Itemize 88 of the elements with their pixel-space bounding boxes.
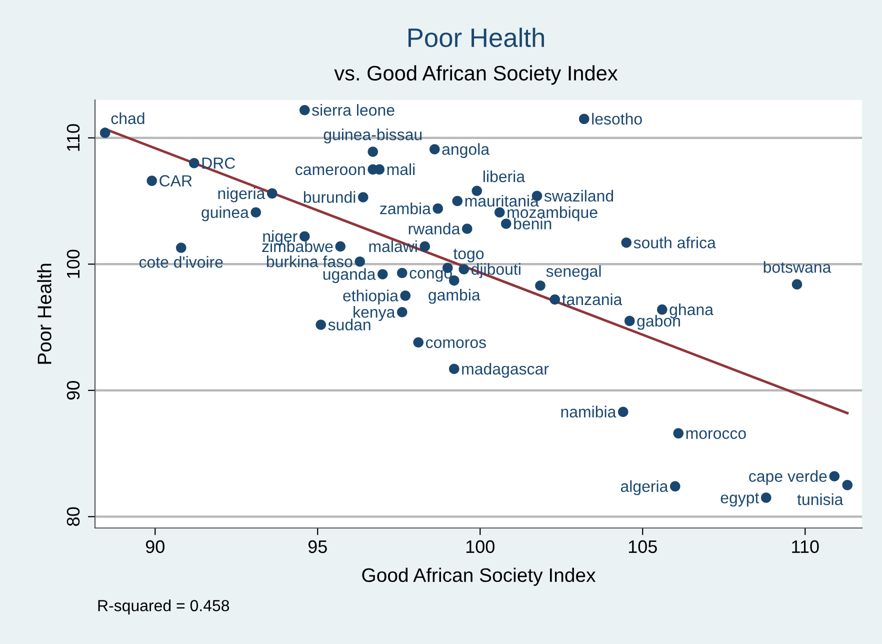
point bbox=[299, 104, 310, 116]
point bbox=[377, 269, 388, 280]
annotation: guinea bbox=[202, 206, 249, 222]
annotation: tanzania bbox=[562, 293, 622, 306]
annotation: morocco bbox=[686, 430, 746, 439]
point bbox=[396, 268, 408, 278]
point bbox=[829, 471, 840, 482]
point bbox=[420, 241, 430, 252]
x-axis-title: Good African Society Index bbox=[362, 568, 596, 586]
x-tick-label: 90 bbox=[146, 540, 164, 554]
point bbox=[535, 280, 546, 291]
point bbox=[250, 207, 262, 218]
annotation: burkina faso bbox=[266, 256, 352, 268]
point bbox=[358, 192, 368, 202]
point bbox=[176, 242, 186, 253]
annotation: swaziland bbox=[544, 190, 614, 202]
point bbox=[354, 256, 366, 267]
annotation: tunisia bbox=[797, 493, 844, 506]
point bbox=[396, 306, 408, 318]
point bbox=[432, 203, 444, 214]
point bbox=[146, 176, 158, 186]
y-tick-label: 90 bbox=[66, 381, 80, 400]
annotation: kenya bbox=[354, 306, 396, 321]
annotation: egypt bbox=[720, 492, 760, 507]
point bbox=[624, 316, 635, 326]
annotation: rwanda bbox=[408, 222, 460, 234]
point bbox=[621, 238, 632, 248]
annotation: madagascar bbox=[462, 362, 549, 378]
point bbox=[400, 290, 411, 301]
y-tick-label: 110 bbox=[66, 124, 80, 151]
annotation: cote d'ivoire bbox=[139, 256, 223, 268]
point bbox=[670, 481, 680, 492]
annotation: uganda bbox=[323, 268, 376, 284]
annotation: liberia bbox=[484, 170, 526, 182]
annotation: sudan bbox=[328, 318, 370, 330]
point bbox=[462, 224, 472, 234]
point bbox=[368, 146, 378, 157]
point bbox=[842, 480, 853, 490]
annotation: mali bbox=[387, 163, 415, 176]
x-tick-label: 100 bbox=[466, 540, 494, 554]
point bbox=[452, 196, 463, 206]
point bbox=[266, 188, 278, 199]
annotation: ethiopia bbox=[343, 290, 398, 305]
annotation: cameroon bbox=[296, 166, 365, 176]
point bbox=[335, 241, 346, 252]
text: R-squared = 0.458 bbox=[98, 600, 230, 614]
annotation: CAR bbox=[160, 175, 192, 186]
point bbox=[448, 364, 460, 374]
annotation: togo bbox=[453, 248, 484, 262]
point bbox=[494, 207, 505, 218]
annotation: comoros bbox=[426, 339, 486, 348]
point bbox=[618, 406, 628, 417]
y-tick-label: 100 bbox=[66, 250, 80, 278]
annotation: lesotho bbox=[592, 112, 642, 125]
annotation: zambia bbox=[380, 202, 431, 214]
annotation: chad bbox=[111, 112, 144, 124]
annotation: namibia bbox=[561, 406, 616, 418]
point bbox=[458, 264, 470, 274]
y-axis-title: Poor Health bbox=[37, 264, 52, 364]
chart-subtitle: vs. Good African Society Index bbox=[334, 65, 618, 85]
point bbox=[429, 144, 440, 154]
point bbox=[550, 294, 560, 305]
point bbox=[656, 304, 668, 315]
y-tick-label: 80 bbox=[66, 507, 80, 526]
point bbox=[578, 114, 590, 124]
point bbox=[673, 428, 684, 438]
x-tick-label: 95 bbox=[308, 540, 327, 554]
annotation: burundi bbox=[304, 191, 356, 203]
point bbox=[413, 337, 424, 348]
annotation: cape verde bbox=[749, 470, 827, 486]
annotation: angola bbox=[442, 143, 490, 158]
annotation: DRC bbox=[202, 157, 236, 169]
annotation: senegal bbox=[546, 265, 601, 280]
annotation: nigeria bbox=[218, 187, 266, 202]
x-tick-label: 110 bbox=[792, 540, 819, 554]
point bbox=[760, 492, 772, 503]
point bbox=[188, 158, 200, 168]
annotation: algeria bbox=[620, 480, 668, 496]
annotation: south africa bbox=[634, 236, 716, 248]
point bbox=[792, 279, 802, 290]
annotation: botswana bbox=[764, 261, 832, 273]
annotation: sierra leone bbox=[312, 104, 394, 116]
point bbox=[316, 320, 326, 330]
annotation: guinea-bissau bbox=[324, 128, 422, 144]
annotation: gambia bbox=[428, 288, 480, 304]
point bbox=[100, 128, 110, 138]
chart-title: Poor Health bbox=[408, 28, 544, 48]
x-tick-label: 105 bbox=[628, 540, 657, 554]
